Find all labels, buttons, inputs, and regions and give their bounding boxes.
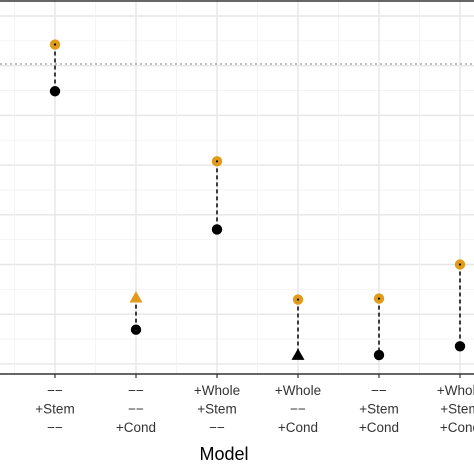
- grid-layer: [0, 0, 474, 374]
- x-tick-label: −−: [128, 402, 144, 417]
- x-tick-label: +Stem: [440, 402, 474, 417]
- axis-layer: [0, 0, 474, 378]
- x-tick-label: −−: [47, 383, 63, 398]
- x-tick-label: +Whole: [437, 383, 474, 398]
- point-series1-1-center: [53, 43, 57, 46]
- x-tick-label: +Stem: [359, 402, 398, 417]
- tick-label-layer: −− +Stem −− −− −− +Cond +Whole +Stem −− +Whole −− +…: [35, 383, 474, 435]
- x-tick-label: +Whole: [275, 383, 321, 398]
- point-series2-1: [49, 86, 61, 97]
- point-series2-4: [291, 348, 305, 360]
- point-series1-2: [129, 291, 143, 303]
- x-tick-label: +Cond: [278, 420, 318, 435]
- point-series2-5: [373, 349, 385, 361]
- x-tick-label: −−: [209, 420, 225, 435]
- x-tick-label: +Cond: [359, 420, 399, 435]
- x-tick-label: +Stem: [197, 402, 236, 417]
- x-tick-label: +Stem: [35, 402, 74, 417]
- point-series1-6-center: [458, 263, 462, 266]
- marker-layer: [49, 39, 466, 361]
- connector-layer: [54, 44, 461, 356]
- x-tick-label: +Whole: [194, 383, 240, 398]
- point-series1-4-center: [296, 298, 300, 301]
- x-tick-label: +Cond: [116, 420, 156, 435]
- plot-border: [0, 0, 474, 374]
- point-series1-5-center: [377, 297, 381, 300]
- point-series2-3: [211, 224, 223, 235]
- point-series1-3-center: [215, 160, 219, 163]
- point-series2-2: [130, 324, 142, 335]
- x-tick-label: −−: [290, 402, 306, 417]
- x-tick-label: −−: [128, 383, 144, 398]
- x-tick-label: −−: [371, 383, 387, 398]
- x-tick-label: +Cond: [440, 420, 474, 435]
- x-axis-title: Model: [199, 444, 248, 464]
- point-series2-6: [454, 341, 466, 352]
- x-tick-label: −−: [47, 420, 63, 435]
